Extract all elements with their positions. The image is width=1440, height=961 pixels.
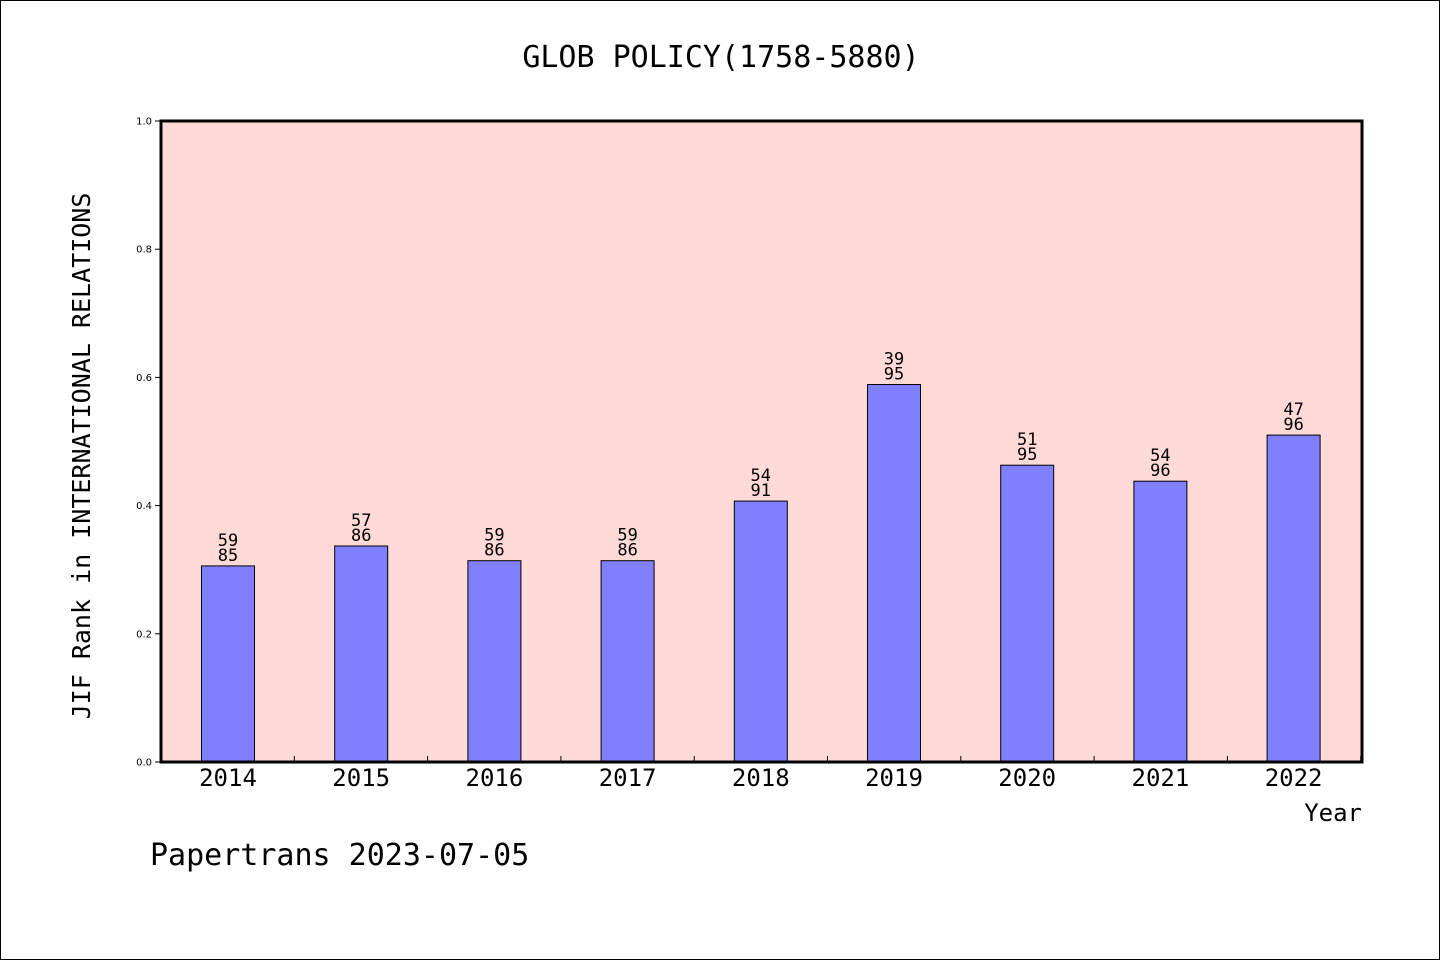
x-tick-label-2014: 2014 — [199, 764, 257, 792]
x-axis-ticks: 2014 2015 2016 2017 2018 2019 2020 2021 2022 — [160, 756, 1362, 792]
y-tick-label: 0.4 — [136, 501, 152, 512]
x-tick-label-2019: 2019 — [865, 764, 923, 792]
x-tick-label-2016: 2016 — [466, 764, 524, 792]
y-axis-ticks: 0.0 0.2 0.4 0.6 0.8 1.0 — [136, 117, 161, 769]
bar-total-label-2015: 86 — [351, 526, 371, 546]
bar-total-label-2021: 96 — [1150, 461, 1170, 481]
y-tick-label: 0.6 — [136, 373, 152, 384]
bar-rank-label-2017: 59 — [617, 526, 637, 546]
bar-total-label-2022: 96 — [1283, 415, 1303, 435]
bar-total-label-2018: 91 — [751, 481, 771, 501]
x-tick-label-2018: 2018 — [732, 764, 790, 792]
bar-total-label-2019: 95 — [884, 365, 904, 385]
bars — [201, 384, 1321, 763]
bar-2020 — [1000, 464, 1055, 763]
x-axis-label: Year — [1304, 799, 1362, 827]
bar-total-label-2014: 85 — [218, 546, 238, 566]
bar-2018 — [733, 500, 788, 763]
bar-2022 — [1266, 434, 1321, 763]
y-tick-label: 0.2 — [136, 629, 152, 640]
bar-rank-label-2020: 51 — [1017, 430, 1037, 450]
footer-credit: Papertrans 2023-07-05 — [150, 838, 529, 873]
bar-2017 — [600, 560, 655, 763]
y-axis-label: JIF Rank in INTERNATIONAL RELATIONS — [67, 193, 96, 720]
bar-rank-label-2018: 54 — [751, 466, 771, 486]
x-tick-label-2015: 2015 — [332, 764, 390, 792]
bar-2019 — [867, 384, 921, 763]
y-tick-label: 0.0 — [136, 758, 152, 769]
bar-total-label-2016: 86 — [484, 541, 504, 561]
bar-2015 — [334, 545, 389, 763]
bar-rank-label-2015: 57 — [351, 511, 371, 531]
plot-border — [159, 119, 1364, 764]
x-tick-label-2017: 2017 — [599, 764, 657, 792]
bar-2016 — [467, 560, 522, 763]
bar-2014 — [201, 565, 255, 763]
bar-total-label-2020: 95 — [1017, 445, 1037, 465]
bar-rank-label-2019: 39 — [884, 350, 904, 370]
x-tick-label-2020: 2020 — [998, 764, 1056, 792]
bar-rank-label-2014: 59 — [218, 531, 238, 551]
x-tick-label-2021: 2021 — [1132, 764, 1190, 792]
bar-rank-label-2016: 59 — [484, 526, 504, 546]
bar-rank-label-2021: 54 — [1150, 446, 1170, 466]
bar-rank-label-2022: 47 — [1283, 400, 1303, 420]
bar-total-label-2017: 86 — [617, 541, 637, 561]
y-tick-label: 0.8 — [136, 245, 152, 256]
y-tick-label: 1.0 — [136, 117, 152, 128]
x-tick-label-2022: 2022 — [1265, 764, 1323, 792]
bar-2021 — [1133, 480, 1188, 763]
chart-title: GLOB POLICY(1758-5880) — [522, 40, 919, 75]
